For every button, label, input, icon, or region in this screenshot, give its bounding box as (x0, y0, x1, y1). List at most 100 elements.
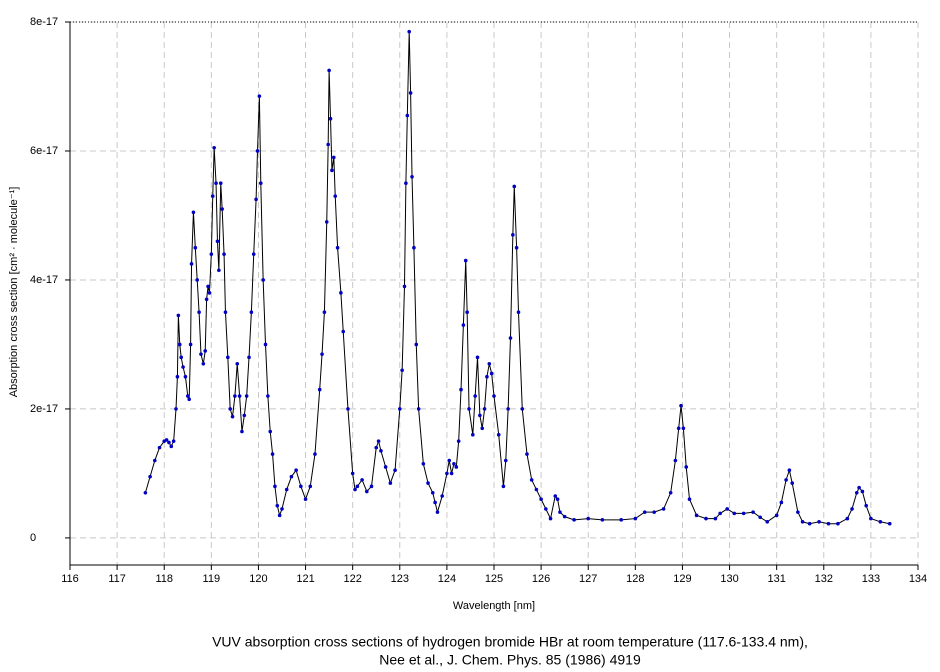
data-line (144, 31, 890, 525)
x-tick-label: 126 (532, 573, 550, 585)
data-point (426, 481, 430, 485)
data-point (254, 197, 258, 202)
data-point (751, 510, 755, 514)
data-point (433, 500, 437, 505)
data-point (197, 310, 201, 315)
data-point (489, 371, 494, 376)
data-point (193, 245, 198, 250)
caption-line: Nee et al., J. Chem. Phys. 85 (1986) 491… (379, 652, 641, 668)
data-point (199, 352, 203, 356)
data-point (553, 494, 558, 498)
data-point (273, 484, 277, 489)
data-point (222, 252, 226, 256)
data-point (188, 342, 193, 347)
data-point (467, 407, 471, 411)
data-point (335, 245, 340, 250)
data-point (191, 210, 196, 215)
data-point (465, 310, 469, 315)
data-point (183, 374, 188, 379)
data-point (275, 503, 280, 508)
data-point (270, 452, 275, 456)
data-point (240, 429, 244, 434)
data-point (516, 310, 521, 315)
data-point (327, 68, 331, 73)
data-point (332, 155, 336, 160)
data-point (201, 361, 206, 366)
data-point (204, 297, 209, 302)
data-point (360, 478, 364, 482)
data-point (412, 245, 416, 250)
data-point (207, 291, 212, 295)
x-tick-label: 127 (579, 573, 597, 585)
data-point (857, 485, 861, 490)
x-tick-label: 128 (626, 573, 644, 585)
data-point (217, 268, 221, 273)
data-point (189, 262, 194, 266)
data-point (713, 516, 718, 521)
data-point (668, 490, 673, 495)
data-point (259, 181, 263, 186)
data-point (407, 29, 412, 34)
x-tick-label: 123 (391, 573, 409, 585)
x-tick-label: 132 (815, 573, 833, 585)
data-point (478, 413, 482, 418)
data-point (681, 426, 686, 431)
data-point (157, 445, 162, 450)
data-point (520, 407, 525, 411)
data-point (463, 258, 468, 263)
data-point (679, 403, 683, 408)
data-point (179, 355, 183, 360)
data-point (280, 507, 284, 511)
x-tick-label: 134 (909, 573, 927, 585)
data-point (177, 342, 182, 347)
data-point (796, 510, 800, 514)
y-tick-label: 0 (30, 532, 36, 544)
data-point (379, 449, 383, 453)
data-point (459, 387, 463, 392)
data-point (673, 458, 678, 463)
data-point (456, 439, 461, 443)
data-point (765, 519, 770, 524)
data-point (215, 239, 220, 244)
data-point (261, 278, 265, 282)
data-point (174, 407, 178, 411)
data-point (529, 478, 534, 482)
data-point (374, 445, 379, 450)
data-point (482, 407, 487, 411)
data-point (320, 352, 324, 356)
data-point (684, 465, 689, 469)
data-point (257, 94, 262, 98)
data-point (784, 478, 788, 482)
data-point (779, 500, 784, 505)
data-point (661, 507, 666, 511)
data-point (263, 342, 268, 347)
data-point (414, 342, 419, 347)
data-point (333, 194, 338, 198)
data-point (860, 489, 865, 494)
data-point (176, 313, 181, 318)
data-point (480, 426, 485, 431)
data-point (496, 432, 501, 437)
data-point (341, 329, 346, 334)
data-point (864, 503, 868, 508)
data-point (511, 233, 515, 237)
x-tick-label: 117 (108, 573, 126, 585)
data-point (251, 252, 256, 256)
data-point (195, 278, 199, 282)
x-tick-label: 129 (673, 573, 691, 585)
data-point (826, 521, 831, 526)
y-tick-label: 2e-17 (30, 403, 58, 415)
data-point (242, 413, 247, 418)
data-point (220, 207, 224, 211)
data-point (539, 497, 543, 502)
data-point (181, 365, 185, 369)
data-point (514, 245, 519, 250)
data-point (758, 515, 762, 520)
x-tick-label: 124 (438, 573, 456, 585)
data-point (212, 145, 216, 150)
data-point (473, 394, 477, 398)
data-point (475, 355, 480, 360)
data-point (266, 394, 270, 398)
data-point (164, 438, 169, 442)
data-point (175, 374, 180, 379)
